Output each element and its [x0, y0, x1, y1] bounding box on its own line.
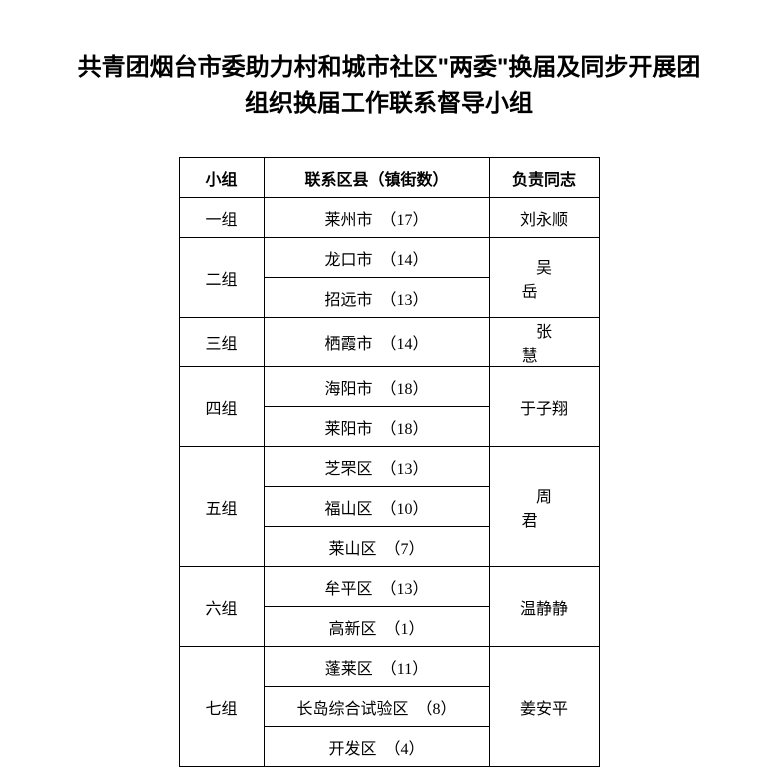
table-row: 七组蓬莱区 （11）姜安平 — [179, 647, 599, 687]
table-container: 小组 联系区县（镇街数） 负责同志 一组莱州市 （17）刘永顺二组龙口市 （14… — [0, 157, 778, 767]
header-person: 负责同志 — [489, 158, 599, 198]
supervision-table: 小组 联系区县（镇街数） 负责同志 一组莱州市 （17）刘永顺二组龙口市 （14… — [179, 157, 600, 767]
cell-district: 龙口市 （14） — [264, 238, 489, 278]
cell-group: 一组 — [179, 198, 264, 238]
cell-district: 长岛综合试验区 （8） — [264, 687, 489, 727]
cell-district: 莱阳市 （18） — [264, 407, 489, 447]
cell-group: 五组 — [179, 447, 264, 567]
cell-person: 张慧 — [489, 318, 599, 367]
cell-district: 莱州市 （17） — [264, 198, 489, 238]
cell-district: 蓬莱区 （11） — [264, 647, 489, 687]
table-row: 四组海阳市 （18）于子翔 — [179, 367, 599, 407]
cell-person: 温静静 — [489, 567, 599, 647]
header-group: 小组 — [179, 158, 264, 198]
cell-district: 开发区 （4） — [264, 727, 489, 767]
cell-group: 六组 — [179, 567, 264, 647]
cell-district: 高新区 （1） — [264, 607, 489, 647]
table-row: 三组栖霞市 （14）张慧 — [179, 318, 599, 367]
cell-person: 于子翔 — [489, 367, 599, 447]
table-row: 五组芝罘区 （13）周君 — [179, 447, 599, 487]
cell-district: 招远市 （13） — [264, 278, 489, 318]
table-row: 二组龙口市 （14）吴岳 — [179, 238, 599, 278]
cell-group: 四组 — [179, 367, 264, 447]
cell-person: 姜安平 — [489, 647, 599, 767]
page-title: 共青团烟台市委助力村和城市社区"两委"换届及同步开展团组织换届工作联系督导小组 — [69, 50, 709, 122]
cell-person: 刘永顺 — [489, 198, 599, 238]
table-row: 六组牟平区 （13）温静静 — [179, 567, 599, 607]
cell-group: 二组 — [179, 238, 264, 318]
table-row: 一组莱州市 （17）刘永顺 — [179, 198, 599, 238]
cell-district: 福山区 （10） — [264, 487, 489, 527]
table-header-row: 小组 联系区县（镇街数） 负责同志 — [179, 158, 599, 198]
cell-group: 三组 — [179, 318, 264, 367]
cell-group: 七组 — [179, 647, 264, 767]
cell-district: 牟平区 （13） — [264, 567, 489, 607]
cell-district: 芝罘区 （13） — [264, 447, 489, 487]
cell-person: 周君 — [489, 447, 599, 567]
cell-district: 莱山区 （7） — [264, 527, 489, 567]
cell-district: 海阳市 （18） — [264, 367, 489, 407]
header-district: 联系区县（镇街数） — [264, 158, 489, 198]
cell-district: 栖霞市 （14） — [264, 318, 489, 367]
cell-person: 吴岳 — [489, 238, 599, 318]
